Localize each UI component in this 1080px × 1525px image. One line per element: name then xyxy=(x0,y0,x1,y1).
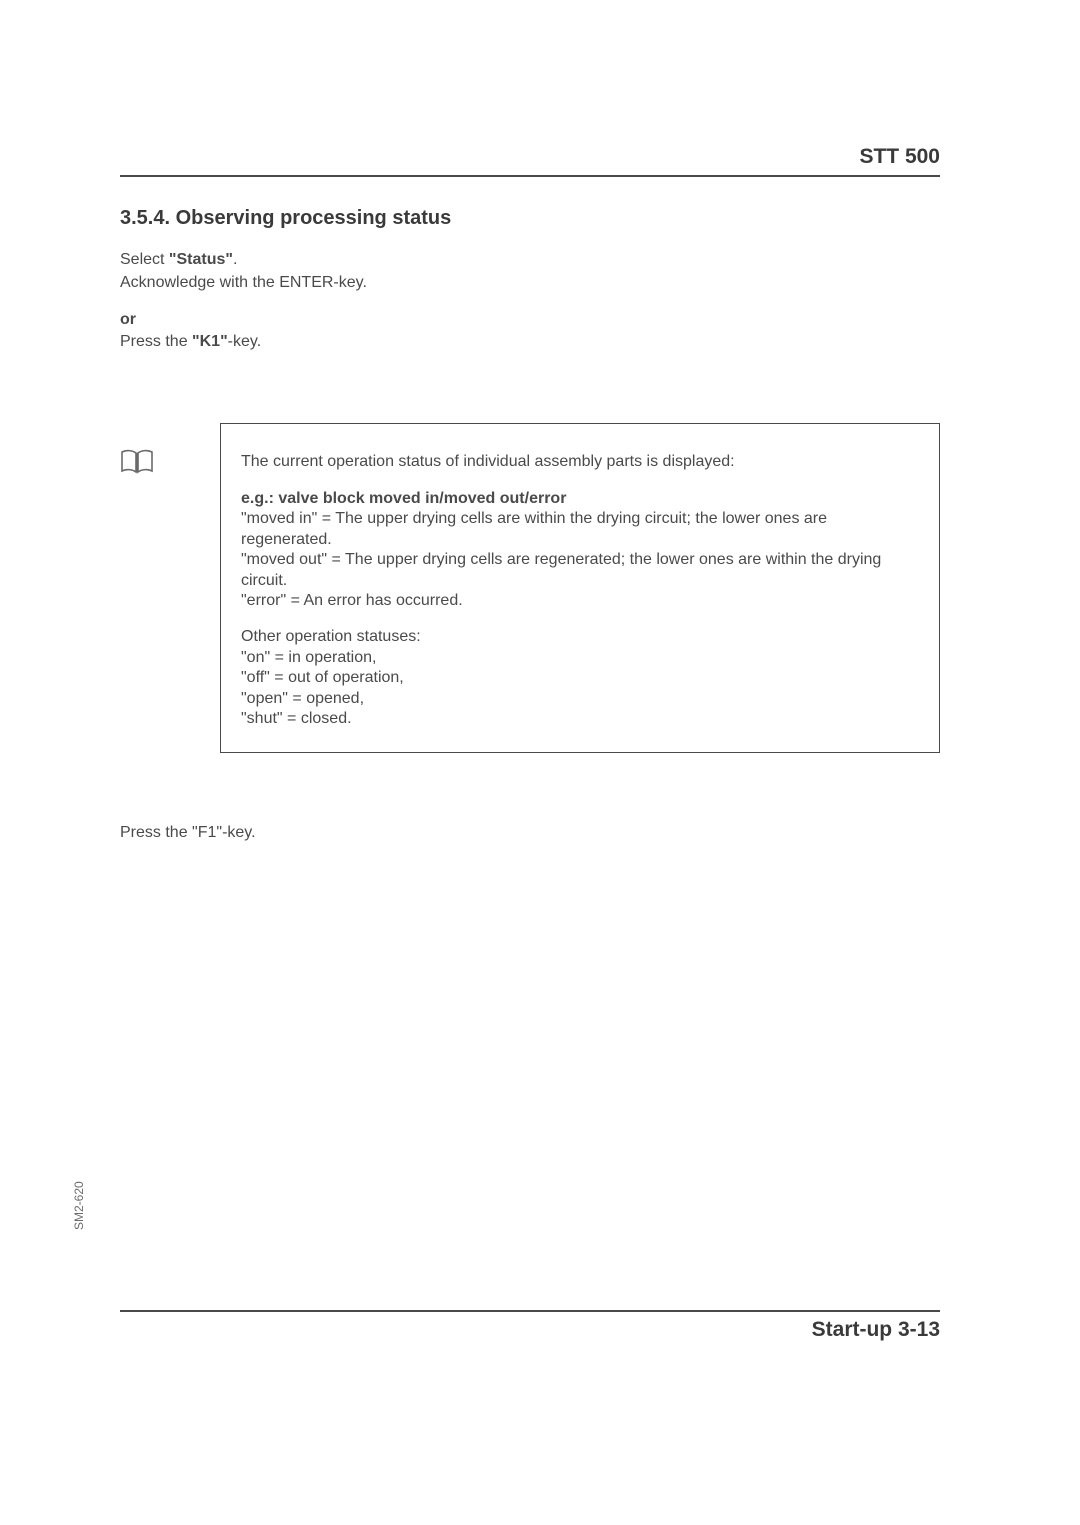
info-off: "off" = out of operation, xyxy=(241,668,919,688)
info-example-block: e.g.: valve block moved in/moved out/err… xyxy=(241,489,919,612)
info-box: The current operation status of individu… xyxy=(220,423,940,753)
select-prefix: Select xyxy=(120,251,169,268)
info-eg-bold: e.g.: valve block moved in/moved out/err… xyxy=(241,489,919,509)
select-bold: "Status" xyxy=(169,251,233,268)
info-wrapper: The current operation status of individu… xyxy=(120,423,940,753)
after-box-text: Press the "F1"-key. xyxy=(120,823,940,844)
press-suffix: -key. xyxy=(228,333,261,350)
footer-text: Start-up 3-13 xyxy=(120,1318,940,1342)
instruction-block: Select "Status". Acknowledge with the EN… xyxy=(120,250,940,353)
select-suffix: . xyxy=(233,251,237,268)
section-heading: 3.5.4. Observing processing status xyxy=(120,207,940,230)
info-moved-in: "moved in" = The upper drying cells are … xyxy=(241,509,919,550)
info-intro: The current operation status of individu… xyxy=(241,452,919,472)
press-bold: "K1" xyxy=(192,333,228,350)
book-icon xyxy=(120,462,154,479)
info-other-intro: Other operation statuses: xyxy=(241,627,919,647)
info-on: "on" = in operation, xyxy=(241,648,919,668)
press-prefix: Press the xyxy=(120,333,192,350)
page-footer: Start-up 3-13 xyxy=(120,1310,940,1342)
info-open: "open" = opened, xyxy=(241,689,919,709)
select-line: Select "Status". xyxy=(120,250,940,271)
info-other-block: Other operation statuses: "on" = in oper… xyxy=(241,627,919,729)
press-line: Press the "K1"-key. xyxy=(120,332,940,353)
info-moved-out: "moved out" = The upper drying cells are… xyxy=(241,550,919,591)
info-error: "error" = An error has occurred. xyxy=(241,591,919,611)
header-rule xyxy=(120,175,940,177)
footer-rule xyxy=(120,1310,940,1312)
icon-column xyxy=(120,423,220,480)
page-content: STT 500 3.5.4. Observing processing stat… xyxy=(120,145,940,844)
acknowledge-line: Acknowledge with the ENTER-key. xyxy=(120,273,940,294)
info-shut: "shut" = closed. xyxy=(241,709,919,729)
doc-header-title: STT 500 xyxy=(120,145,940,169)
side-doc-id: SM2-620 xyxy=(72,1181,86,1230)
or-line: or xyxy=(120,310,940,331)
